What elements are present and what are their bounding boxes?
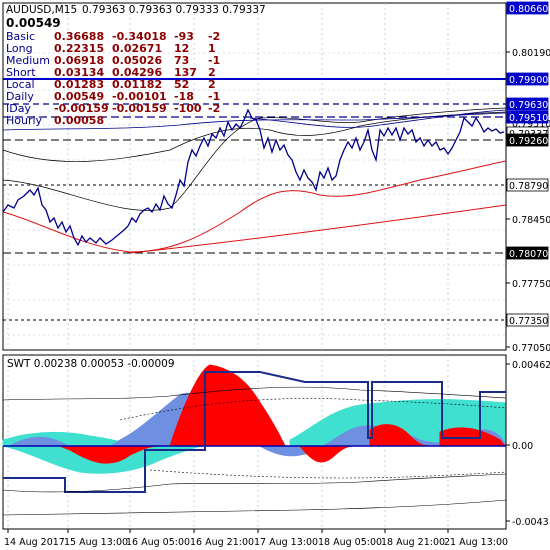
price-tag-label: 0.79630: [509, 100, 548, 111]
time-label: 15 Aug 13:00: [64, 537, 128, 548]
table-value-4: -1: [208, 54, 220, 67]
axis-tick-label: -0.0043: [512, 517, 549, 528]
price-line: [2, 108, 505, 247]
price-tag: 0.78790: [506, 178, 549, 192]
price-tag-label: 0.79900: [509, 75, 548, 86]
table-value-2: -0.00101: [112, 90, 167, 103]
table-row-label: Hourly: [6, 114, 43, 127]
table-value-4: 2: [208, 66, 216, 79]
table-value-1: 0.36688: [54, 30, 104, 43]
axis-tick-label: 0.00: [512, 441, 533, 452]
table-value-3: 73: [174, 54, 189, 67]
table-row-label: Long: [6, 42, 33, 55]
table-value-4: -1: [208, 90, 220, 103]
chart-info-header: AUDUSD,M15 0.79363 0.79363 0.79333 0.793…: [6, 4, 266, 30]
table-value-3: 52: [174, 78, 189, 91]
table-value-4: -2: [208, 102, 220, 115]
main-price-panel[interactable]: AUDUSD,M15 0.79363 0.79363 0.79333 0.793…: [2, 1, 550, 354]
indicator-main-value: 0.00549: [6, 16, 61, 30]
axis-tick-label: 0.00462: [512, 360, 550, 371]
swt-lower-envelope: [2, 473, 507, 493]
table-value-3: 137: [174, 66, 197, 79]
price-tag: 0.79630: [506, 97, 549, 111]
symbol-timeframe: AUDUSD,M15: [6, 4, 77, 16]
table-value-1: 0.03134: [54, 66, 104, 79]
axis-tick-label: 0.80190: [512, 48, 550, 59]
time-label: 17 Aug 13:00: [254, 537, 318, 548]
axis-tick-label: 0.77750: [512, 279, 550, 290]
axis-tick-label: 0.79510: [512, 119, 550, 130]
table-row-label: IDay: [6, 102, 31, 115]
price-tag: 0.79260: [506, 133, 549, 147]
table-value-1: 0.01283: [54, 78, 104, 91]
price-tag-label: 0.79260: [509, 136, 548, 147]
table-value-1: 0.00549: [54, 90, 104, 103]
price-tag-label: 0.79510: [509, 113, 548, 124]
table-value-3: -93: [174, 30, 194, 43]
price-tag-label: 0.78790: [509, 181, 548, 192]
navy-upper-average: [249, 109, 507, 128]
table-value-1: 0.22315: [54, 42, 104, 55]
price-tag: 0.79900: [506, 72, 549, 86]
swt-axis: 0.00462 0.00 -0.0043: [506, 360, 550, 528]
table-value-4: 2: [208, 78, 216, 91]
navy-mid-average: [2, 112, 507, 131]
price-tag: 0.78070: [506, 246, 549, 260]
table-row-label: Short: [6, 66, 36, 79]
table-value-2: 0.04296: [112, 66, 162, 79]
swt-red-bull-area: [59, 364, 507, 464]
price-tag: 0.80660: [506, 1, 549, 15]
time-label: 21 Aug 13:00: [444, 537, 508, 548]
price-axis: 0.80190 0.79510 0.78450 0.77750 0.77050: [506, 48, 550, 354]
time-label: 14 Aug 2017: [4, 537, 65, 548]
table-value-2: 0.05026: [112, 54, 162, 67]
time-label: 16 Aug 21:00: [190, 537, 254, 548]
price-tag: 0.79510: [506, 110, 549, 124]
table-row-label: Basic: [6, 30, 35, 43]
price-tag: 0.77350: [506, 313, 549, 327]
price-tag-label: 0.77350: [509, 316, 548, 327]
table-value-1: 0.00058: [54, 114, 104, 127]
table-value-4: -2: [208, 30, 220, 43]
table-value-3: -18: [174, 90, 194, 103]
table-value-3: -100: [174, 102, 202, 115]
ohlc-values: 0.79363 0.79363 0.79333 0.79337: [82, 4, 266, 16]
table-value-3: 12: [174, 42, 189, 55]
swt-navy-step-line: [3, 371, 506, 493]
indicator-table: Basic 0.36688 -0.34018 -93 -2 Long 0.22315 0.02…: [6, 30, 220, 127]
axis-tick-label: 0.77050: [512, 343, 550, 354]
swt-dotted-upper: [119, 398, 507, 421]
table-value-4: 1: [208, 42, 216, 55]
table-row-label: Medium: [6, 54, 50, 67]
price-tag-label: 0.78070: [509, 249, 548, 260]
swt-indicator-panel[interactable]: SWT 0.00238 0.00053 -0.00009 0.004620.00…: [2, 354, 550, 530]
swt-title: SWT 0.00238 0.00053 -0.00009: [7, 358, 175, 370]
red-moving-average: [2, 160, 507, 253]
price-tags: 0.806600.799000.796300.795100.793370.792…: [506, 1, 549, 327]
swt-upper-envelope: [2, 386, 507, 401]
time-label: 16 Aug 05:00: [126, 537, 190, 548]
table-value-2: -0.00159: [112, 102, 167, 115]
table-value-2: 0.02671: [112, 42, 162, 55]
horizontal-grid: [3, 52, 506, 336]
axis-tick-label: 0.78450: [512, 215, 550, 226]
chart-symbol-title: AUDUSD,M15: [6, 4, 77, 16]
black-upper-band: [2, 107, 507, 211]
table-row-label: Daily: [6, 90, 34, 103]
table-value-1: 0.06918: [54, 54, 104, 67]
table-row-label: Local: [6, 78, 35, 91]
table-value-2: 0.01182: [112, 78, 162, 91]
table-value-2: -0.34018: [112, 30, 167, 43]
table-value-1: -0.00159: [54, 102, 109, 115]
time-label: 18 Aug 21:00: [381, 537, 445, 548]
swt-dotted-lower: [149, 469, 507, 479]
red-long-average: [129, 204, 507, 254]
black-lower-band: [2, 111, 507, 162]
time-label: 18 Aug 05:00: [318, 537, 382, 548]
price-tag-label: 0.80660: [509, 4, 548, 15]
